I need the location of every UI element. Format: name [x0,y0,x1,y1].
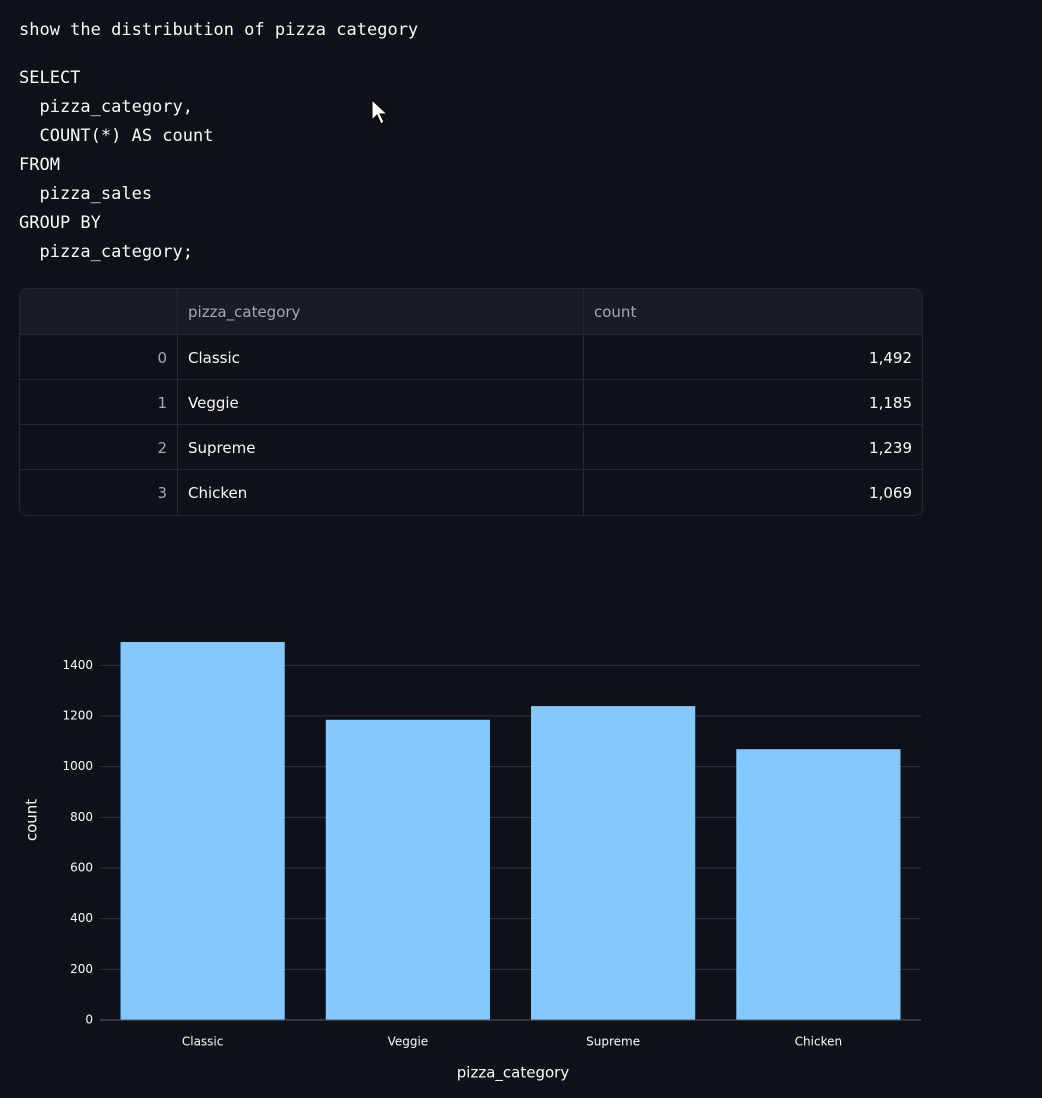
table-cell: Chicken [177,470,583,515]
y-tick-label: 200 [70,962,93,976]
y-tick-label: 1400 [62,658,93,672]
bar [736,749,901,1020]
y-tick-label: 1200 [62,709,93,723]
y-tick-label: 800 [70,810,93,824]
header-cell: pizza_category [177,289,583,334]
sql-line: COUNT(*) AS count [19,126,214,146]
sql-line: pizza_category; [19,242,193,262]
bar [325,719,490,1020]
sql-line: SELECT [19,68,81,88]
table-cell: 1,492 [583,335,922,380]
y-tick-label: 600 [70,861,93,875]
data-table: pizza_category count 0 Classic 1,492 1 Veggie 1… [19,288,923,516]
header-cell: count [583,289,922,334]
table-row: 1 Veggie 1,185 [20,379,922,425]
row-index: 0 [157,348,167,367]
sql-line: pizza_category, [19,97,193,117]
prompt: show the distribution of pizza category [19,20,419,40]
sql-line: pizza_sales [19,184,153,204]
table-cell: Supreme [177,425,583,470]
y-axis-title: count [23,799,41,841]
table-row: 0 Classic 1,492 [20,334,922,380]
header-row: pizza_category count [20,289,922,334]
table-cell: Veggie [177,380,583,425]
row-index: 3 [157,483,167,502]
row-index: 2 [157,438,167,457]
y-tick-label: 0 [85,1013,93,1027]
y-tick-label: 1000 [62,759,93,773]
table-cell: Classic [177,335,583,380]
table-row: 3 Chicken 1,069 [20,469,922,515]
bar [531,706,696,1020]
bar [120,642,285,1020]
mouse-cursor [371,98,389,125]
y-tick-label: 400 [70,911,93,925]
x-tick-label: Classic [182,1035,224,1049]
row-index: 1 [157,393,167,412]
x-tick-label: Veggie [388,1035,429,1049]
table-cell: 1,239 [583,425,922,470]
x-axis-title: pizza_category [457,1064,570,1083]
sql-line: FROM [19,155,60,175]
table-row: 2 Supreme 1,239 [20,424,922,470]
x-tick-label: Supreme [586,1035,640,1049]
table-cell: 1,185 [583,380,922,425]
sql-line: GROUP BY [19,213,101,233]
table-cell: 1,069 [583,470,922,515]
x-tick-label: Chicken [795,1035,842,1049]
